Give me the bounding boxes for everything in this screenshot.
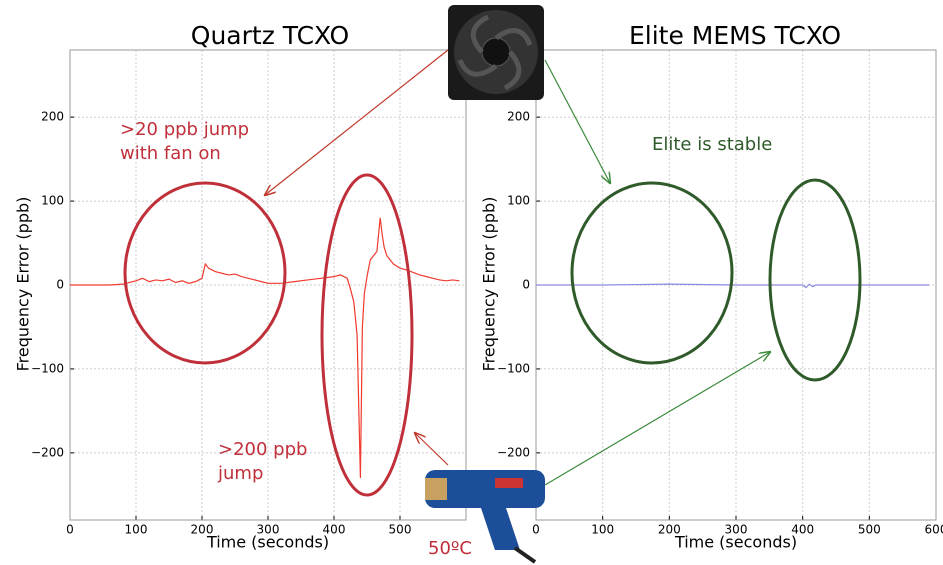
y-tick-label: −200 [31, 445, 64, 459]
chart-title: Elite MEMS TCXO [629, 21, 841, 50]
plot: −200−10001002000100200300400500600Elite … [480, 21, 943, 552]
x-tick-label: 600 [925, 523, 943, 537]
x-tick-label: 500 [858, 523, 881, 537]
x-tick-label: 500 [389, 523, 412, 537]
y-tick-label: −200 [497, 445, 530, 459]
ellipse [322, 175, 412, 495]
y-tick-label: 100 [41, 194, 64, 208]
x-tick-label: 100 [125, 523, 148, 537]
annotation: with fan on [120, 143, 221, 164]
y-axis-label: Frequency Error (ppb) [480, 197, 499, 372]
x-axis-label: Time (seconds) [674, 533, 797, 552]
annotation: >200 ppb [218, 439, 307, 460]
annotation: Elite is stable [652, 134, 772, 155]
annotation: >20 ppb jump [120, 119, 249, 140]
arrow [415, 433, 448, 465]
y-tick-label: −100 [497, 361, 530, 375]
y-tick-label: −100 [31, 361, 64, 375]
x-tick-label: 0 [66, 523, 74, 537]
fan-icon [448, 5, 544, 100]
chart-title: Quartz TCXO [191, 21, 349, 50]
annotation: jump [217, 463, 263, 484]
y-tick-label: 100 [507, 194, 530, 208]
x-tick-label: 100 [591, 523, 614, 537]
y-tick-label: 0 [522, 278, 530, 292]
ellipse [125, 183, 285, 363]
ellipse [770, 180, 860, 380]
annotation: 50ºC [428, 538, 472, 559]
x-tick-label: 0 [532, 523, 540, 537]
y-tick-label: 0 [56, 278, 64, 292]
y-axis-label: Frequency Error (ppb) [14, 197, 33, 372]
x-axis-label: Time (seconds) [206, 533, 329, 552]
arrow [265, 50, 448, 195]
chart: −200−10001002000100200300400500Quartz TC… [0, 0, 943, 565]
ellipse [572, 183, 732, 363]
y-tick-label: 200 [41, 110, 64, 124]
arrow [545, 60, 610, 183]
y-tick-label: 200 [507, 110, 530, 124]
